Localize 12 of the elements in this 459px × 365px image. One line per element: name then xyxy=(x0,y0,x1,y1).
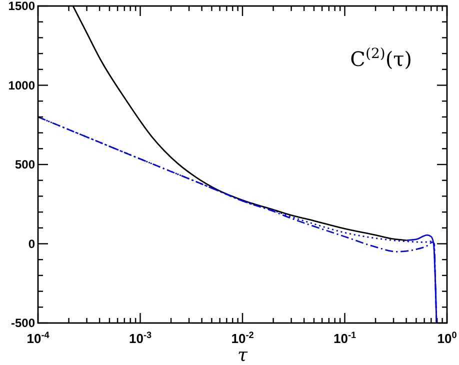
y-tick-label: 1500 xyxy=(8,0,36,13)
annotation: C$^{(2)}$(τ) xyxy=(350,46,412,71)
x-tick-label: 10$^{-1}$ xyxy=(333,330,356,346)
x-axis-title: τ xyxy=(238,345,249,365)
x-tick-label: 10$^{-2}$ xyxy=(231,330,254,346)
y-tick-label: 1000 xyxy=(8,78,36,92)
y-tick-label: -500 xyxy=(10,316,36,330)
x-tick-label: 10$^{-4}$ xyxy=(26,330,50,346)
y-tick-label: 0 xyxy=(28,236,36,251)
y-tick-label: 500 xyxy=(14,158,36,172)
x-tick-label: 10$^{0}$ xyxy=(437,330,457,346)
x-tick-label: 10$^{-3}$ xyxy=(128,330,152,346)
